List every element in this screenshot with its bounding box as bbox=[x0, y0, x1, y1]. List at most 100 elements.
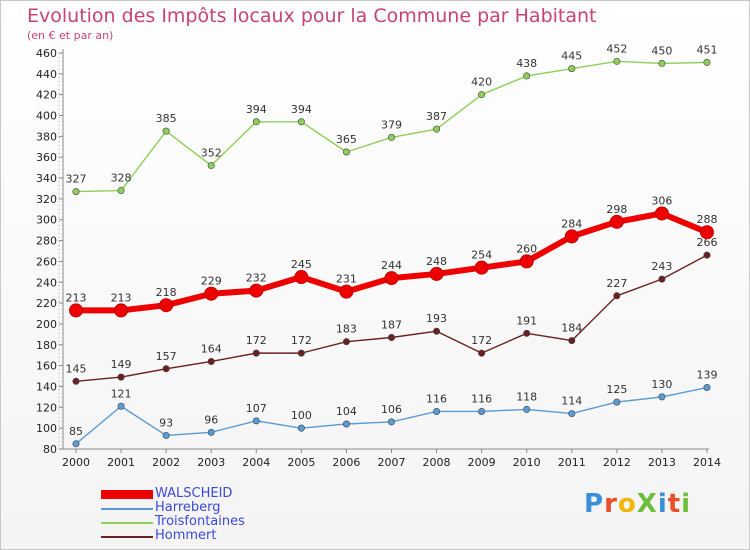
x-tick-label: 2013 bbox=[648, 456, 676, 469]
data-label: 229 bbox=[201, 275, 222, 288]
data-label: 93 bbox=[159, 416, 173, 429]
data-label: 227 bbox=[606, 277, 627, 290]
y-tick-label: 280 bbox=[36, 235, 57, 248]
data-point bbox=[568, 410, 576, 418]
data-point bbox=[117, 187, 125, 195]
data-point bbox=[658, 59, 666, 67]
legend-swatch bbox=[101, 508, 153, 510]
data-label: 394 bbox=[246, 103, 267, 116]
data-point bbox=[703, 251, 711, 259]
legend-swatch bbox=[101, 536, 153, 538]
data-label: 213 bbox=[111, 291, 132, 304]
y-tick-label: 340 bbox=[36, 172, 57, 185]
data-point bbox=[433, 327, 441, 335]
data-point bbox=[69, 303, 83, 318]
x-tick-label: 2014 bbox=[693, 456, 721, 469]
x-tick-label: 2008 bbox=[423, 456, 451, 469]
data-point bbox=[339, 284, 354, 299]
data-point bbox=[568, 65, 576, 73]
data-label: 298 bbox=[606, 203, 627, 216]
data-point bbox=[249, 283, 264, 298]
x-tick-label: 2001 bbox=[107, 456, 135, 469]
data-label: 187 bbox=[381, 318, 402, 331]
data-label: 284 bbox=[561, 217, 582, 230]
x-tick-label: 2012 bbox=[603, 456, 631, 469]
data-point bbox=[297, 349, 305, 357]
data-point bbox=[117, 402, 125, 410]
data-point bbox=[519, 254, 534, 269]
data-label: 438 bbox=[516, 57, 537, 70]
data-label: 260 bbox=[516, 242, 537, 255]
chart-title: Evolution des Impôts locaux pour la Comm… bbox=[27, 5, 597, 27]
data-label: 145 bbox=[66, 362, 87, 375]
data-point bbox=[342, 338, 350, 346]
data-point bbox=[72, 377, 80, 385]
data-label: 191 bbox=[516, 314, 537, 327]
data-point bbox=[613, 398, 621, 406]
data-label: 451 bbox=[696, 43, 717, 56]
data-label: 104 bbox=[336, 405, 357, 418]
data-point bbox=[478, 349, 486, 357]
data-label: 254 bbox=[471, 249, 492, 262]
data-label: 352 bbox=[201, 147, 222, 160]
data-point bbox=[207, 428, 215, 436]
data-label: 328 bbox=[111, 172, 132, 185]
data-label: 213 bbox=[66, 291, 87, 304]
data-label: 183 bbox=[336, 323, 357, 336]
x-tick-label: 2003 bbox=[197, 456, 225, 469]
y-tick-label: 80 bbox=[43, 443, 57, 456]
data-label: 116 bbox=[471, 392, 492, 405]
data-label: 157 bbox=[156, 350, 177, 363]
data-label: 420 bbox=[471, 76, 492, 89]
data-label: 114 bbox=[561, 395, 582, 408]
data-label: 184 bbox=[561, 322, 582, 335]
data-point bbox=[204, 286, 219, 301]
x-tick-label: 2009 bbox=[468, 456, 496, 469]
data-label: 245 bbox=[291, 258, 312, 271]
y-tick-label: 160 bbox=[36, 360, 57, 373]
logo-letter: i bbox=[681, 489, 692, 519]
data-label: 130 bbox=[651, 378, 672, 391]
data-point bbox=[207, 162, 215, 170]
data-label: 96 bbox=[204, 413, 218, 426]
data-label: 172 bbox=[291, 334, 312, 347]
data-point bbox=[162, 127, 170, 135]
data-label: 107 bbox=[246, 402, 267, 415]
x-tick-label: 2002 bbox=[152, 456, 180, 469]
data-point bbox=[72, 188, 80, 196]
data-point bbox=[658, 275, 666, 283]
data-point bbox=[568, 337, 576, 345]
x-tick-label: 2000 bbox=[62, 456, 90, 469]
y-tick-label: 320 bbox=[36, 193, 57, 206]
data-label: 243 bbox=[651, 260, 672, 273]
data-point bbox=[252, 118, 260, 126]
data-point bbox=[162, 431, 170, 439]
data-point bbox=[117, 373, 125, 381]
data-point bbox=[387, 418, 395, 426]
data-point bbox=[613, 292, 621, 300]
x-tick-label: 2011 bbox=[558, 456, 586, 469]
data-label: 139 bbox=[696, 369, 717, 382]
y-tick-label: 140 bbox=[36, 380, 57, 393]
data-label: 450 bbox=[651, 44, 672, 57]
chart-subtitle: (en € et par an) bbox=[27, 29, 114, 42]
data-point bbox=[654, 206, 669, 221]
data-point bbox=[252, 417, 260, 425]
data-point bbox=[294, 270, 309, 285]
data-point bbox=[474, 260, 489, 275]
legend-label: Troisfontaines bbox=[155, 514, 245, 529]
data-point bbox=[478, 407, 486, 415]
data-point bbox=[523, 329, 531, 337]
data-label: 172 bbox=[246, 334, 267, 347]
x-tick-label: 2006 bbox=[332, 456, 360, 469]
y-tick-label: 440 bbox=[36, 68, 57, 81]
data-point bbox=[478, 91, 486, 99]
y-tick-label: 400 bbox=[36, 110, 57, 123]
legend-label: WALSCHEID bbox=[155, 486, 233, 501]
logo-letter: P bbox=[584, 489, 605, 519]
data-label: 85 bbox=[69, 425, 83, 438]
data-point bbox=[564, 229, 579, 244]
x-tick-label: 2004 bbox=[242, 456, 270, 469]
y-tick-label: 380 bbox=[36, 130, 57, 143]
